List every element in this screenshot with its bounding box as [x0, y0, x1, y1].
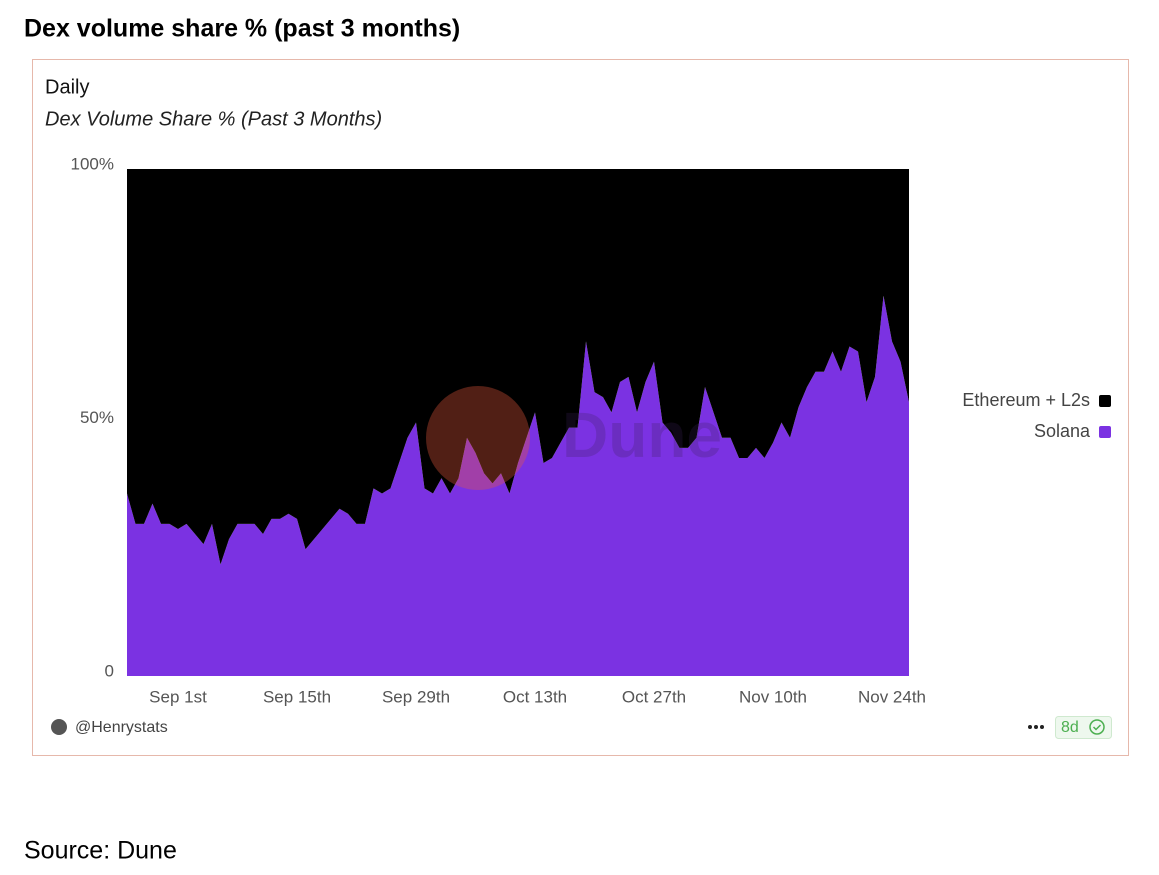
legend-swatch[interactable]	[1099, 395, 1111, 407]
x-tick-label: Sep 29th	[382, 687, 450, 706]
age: 8d	[1061, 719, 1079, 736]
legend-label: Solana	[1034, 421, 1091, 441]
author[interactable]: @Henrystats	[75, 719, 168, 736]
verified-icon	[1089, 719, 1105, 735]
tab-label: Daily	[45, 76, 89, 98]
avatar	[51, 719, 67, 735]
y-tick-label: 50%	[80, 408, 114, 427]
x-tick-label: Sep 1st	[149, 687, 207, 706]
x-tick-label: Nov 24th	[858, 687, 926, 706]
age-badge	[1055, 716, 1112, 739]
y-tick-label: 100%	[71, 154, 114, 173]
area	[127, 169, 909, 565]
watermark-logo	[426, 386, 530, 490]
legend-label: Ethereum + L2s	[962, 390, 1090, 410]
plot: Dune 0 50% 100% Sep 1st Sep 15th Sep 29th Oct 1…	[71, 154, 1111, 706]
page-title: Dex volume share % (past 3 months)	[24, 15, 460, 43]
source: Source: Dune	[24, 837, 177, 865]
x-tick-label: Oct 13th	[503, 687, 567, 706]
y-tick-label: 0	[105, 661, 114, 680]
area	[127, 295, 909, 676]
chart-title: Dex Volume Share % (Past 3 Months)	[45, 108, 382, 130]
watermark: Dune	[562, 399, 722, 471]
x-tick-label: Oct 27th	[622, 687, 686, 706]
x-tick-label: Nov 10th	[739, 687, 807, 706]
legend-swatch[interactable]	[1099, 426, 1111, 438]
more-menu[interactable]	[1028, 725, 1044, 729]
x-tick-label: Sep 15th	[263, 687, 331, 706]
